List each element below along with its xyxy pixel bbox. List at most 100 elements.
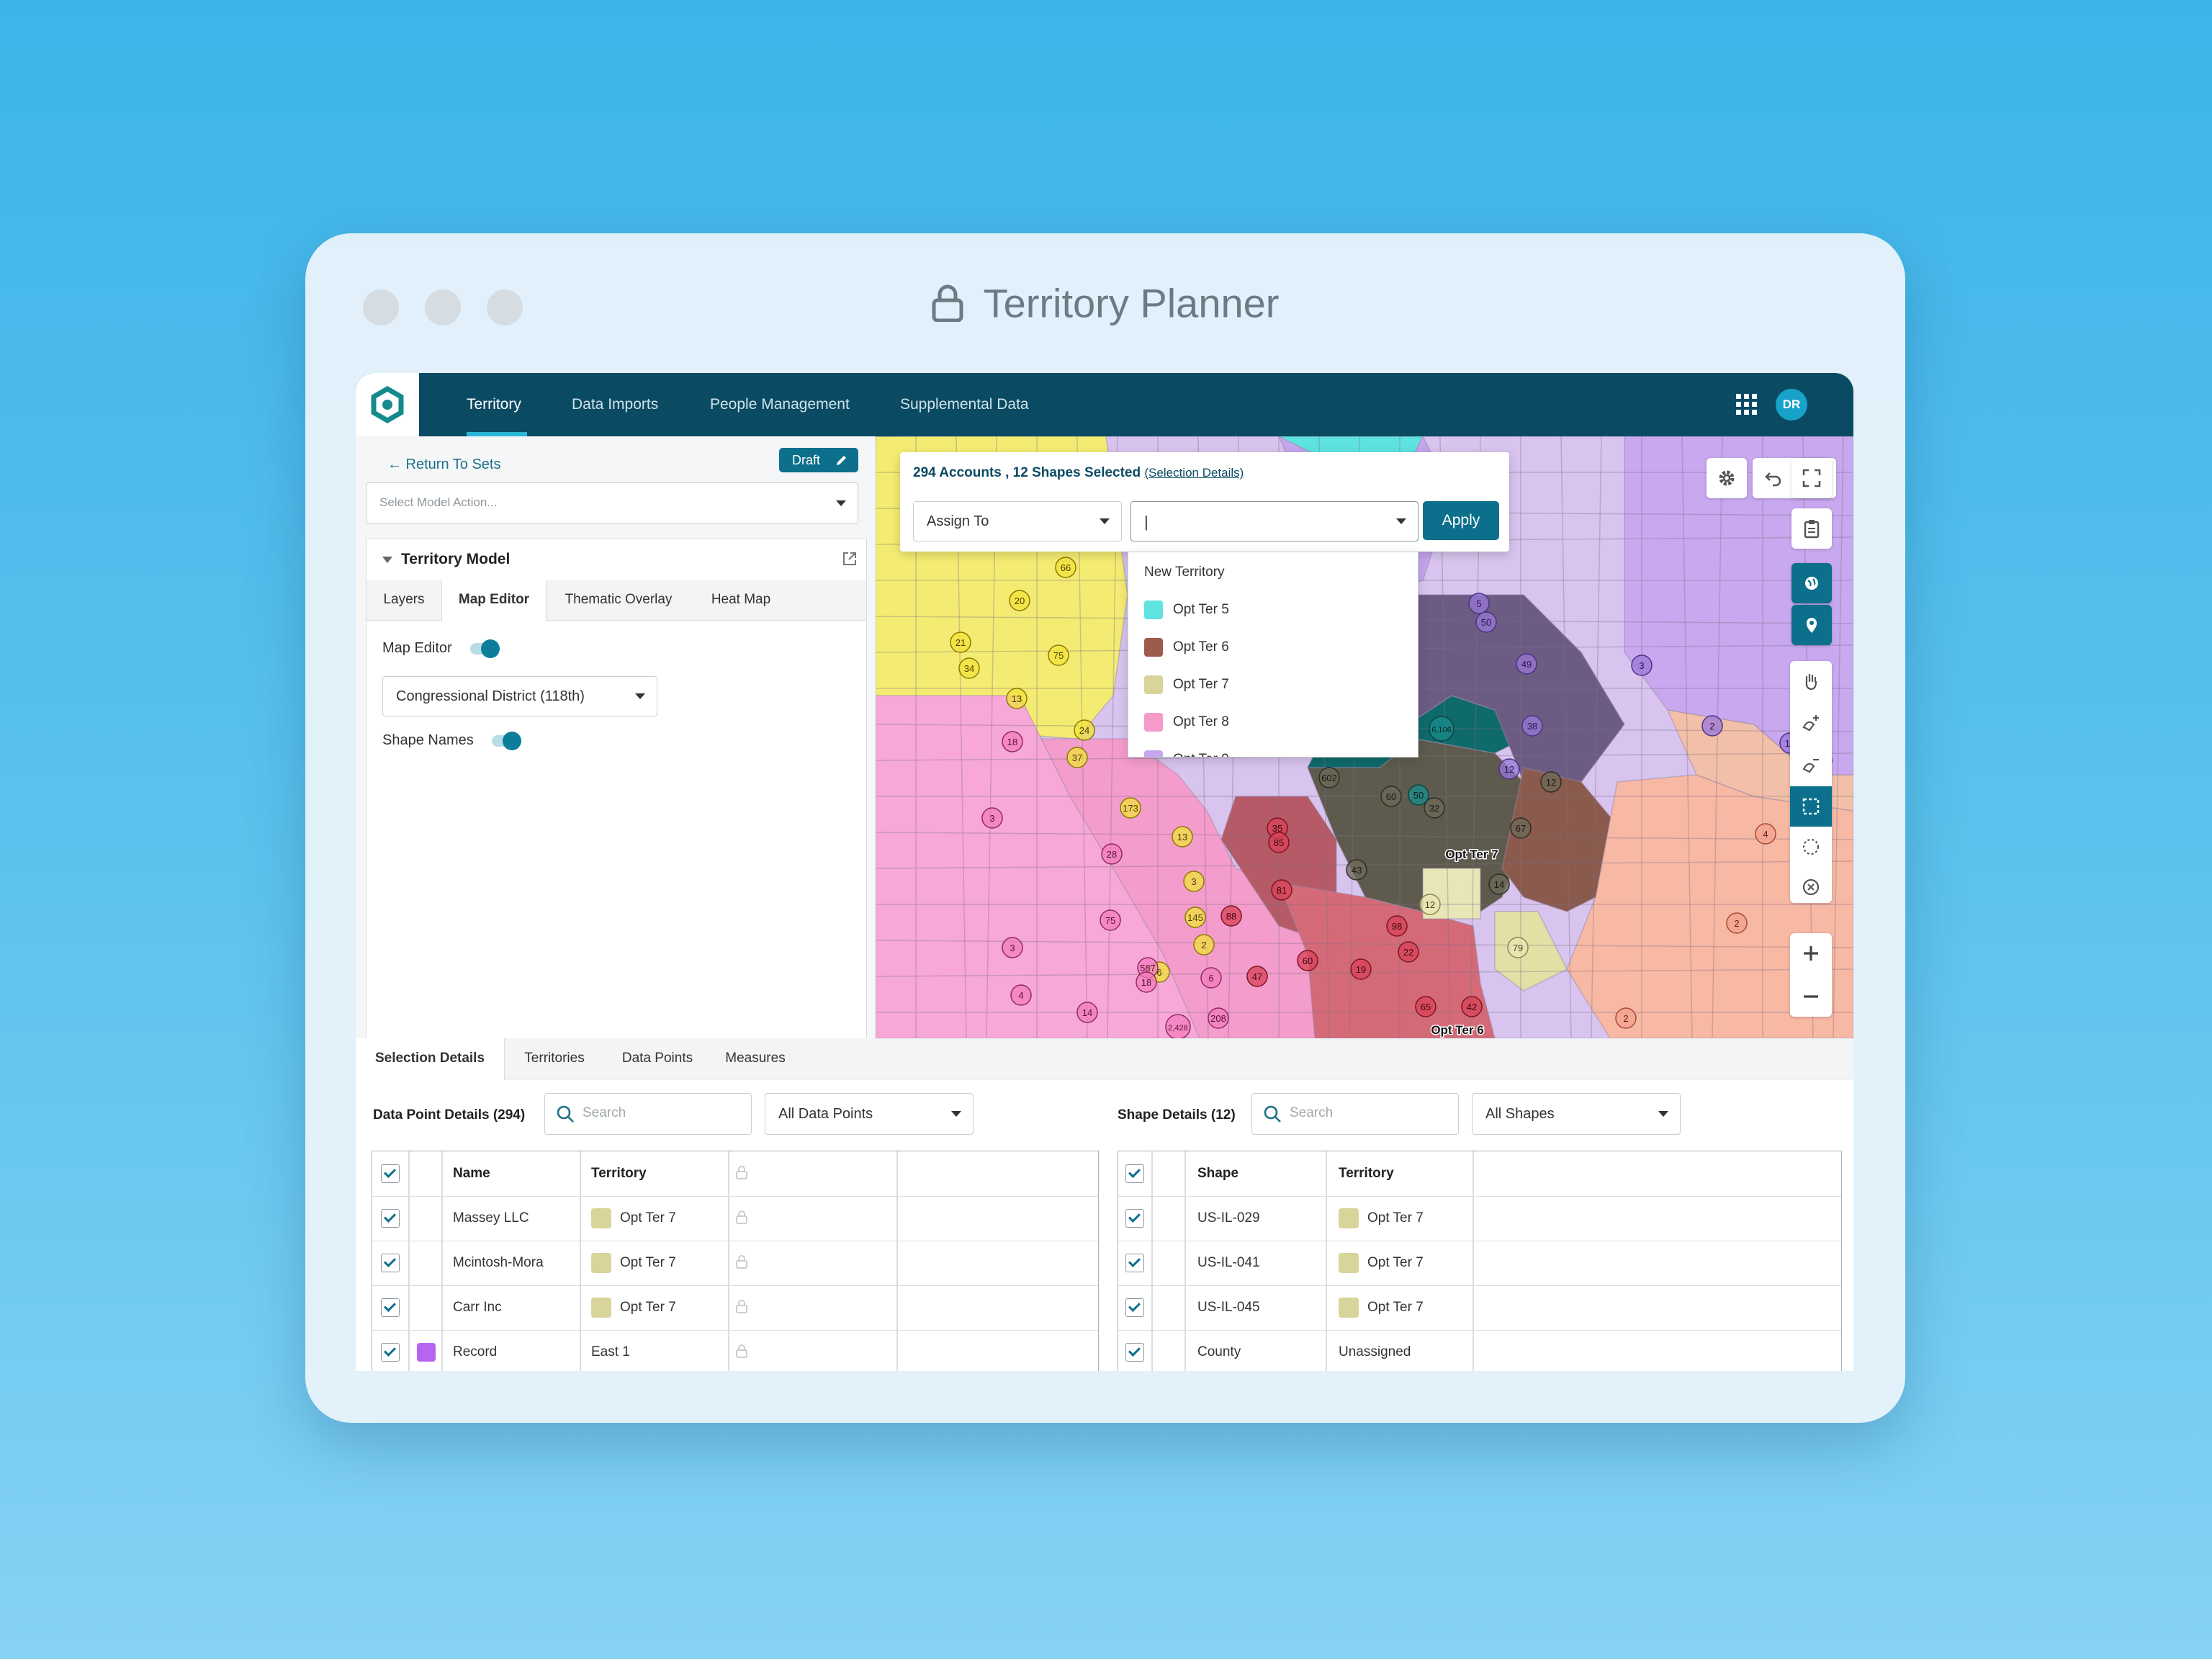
map-marker[interactable]: 3 [981,807,1003,829]
nav-people-management[interactable]: People Management [710,396,850,413]
assign-to-select[interactable]: Assign To [913,501,1122,541]
map-marker[interactable]: 4 [1010,984,1032,1006]
map-marker[interactable]: 49 [1516,653,1537,675]
map-marker[interactable]: 66 [1055,557,1076,578]
tab-territories[interactable]: Territories [524,1051,585,1066]
map-marker[interactable]: 3 [1183,871,1205,892]
map-marker[interactable]: 13 [1006,688,1028,709]
collapse-caret-icon[interactable] [382,557,392,564]
lasso-select-icon[interactable] [1801,837,1821,857]
tab-data-points[interactable]: Data Points [621,1051,693,1066]
territory-option[interactable]: Opt Ter 7 [1144,675,1229,695]
map-marker[interactable]: 60 [1297,950,1318,971]
shape-search-input[interactable]: Search [1251,1093,1459,1135]
zoom-out-icon[interactable] [1801,986,1821,1007]
row-checkbox[interactable] [381,1254,400,1272]
map-marker[interactable]: 14 [1076,1002,1098,1023]
map-marker[interactable]: 81 [1271,879,1292,901]
map-marker[interactable]: 38 [1521,715,1543,737]
tab-layers[interactable]: Layers [383,592,425,607]
map-marker[interactable]: 12 [1540,771,1562,793]
map-marker[interactable]: 18 [1136,971,1157,993]
territory-option[interactable]: Opt Ter 8 [1144,712,1229,732]
table-row[interactable]: Mcintosh-Mora Opt Ter 7 [372,1241,1098,1286]
column-header-territory[interactable]: Territory [1339,1166,1394,1181]
row-checkbox[interactable] [1125,1254,1144,1272]
row-checkbox[interactable] [1125,1298,1144,1317]
map-editor-toggle[interactable] [470,639,500,658]
map-marker[interactable]: 67 [1510,817,1532,839]
data-point-search-input[interactable]: Search [544,1093,752,1135]
tab-thematic-overlay[interactable]: Thematic Overlay [565,592,673,607]
apply-button[interactable]: Apply [1423,501,1499,540]
rectangle-select-tool[interactable] [1790,786,1832,827]
selection-details-link[interactable]: (Selection Details) [1144,466,1244,480]
map-marker[interactable]: 6,106 [1429,716,1455,742]
draft-button[interactable]: Draft [779,448,858,472]
territory-option[interactable]: Opt Ter 5 [1144,600,1229,620]
map-marker[interactable]: 43 [1346,859,1367,881]
row-checkbox[interactable] [1125,1209,1144,1228]
shape-names-toggle[interactable] [492,732,521,750]
map-marker[interactable]: 75 [1100,909,1121,931]
map-marker[interactable]: 2 [1193,934,1215,956]
fullscreen-button[interactable] [1791,458,1832,498]
map-marker[interactable]: 21 [950,631,971,653]
territory-combobox[interactable]: | [1130,501,1419,541]
remove-shape-icon[interactable] [1801,755,1821,775]
map-marker[interactable]: 3 [1631,655,1653,676]
location-pin-button[interactable] [1791,605,1832,645]
nav-data-imports[interactable]: Data Imports [572,396,659,413]
column-header-name[interactable]: Name [453,1166,490,1181]
return-to-sets-link[interactable]: ← Return To Sets [387,457,501,472]
map-marker[interactable]: 20 [1009,590,1030,611]
map-marker[interactable]: 75 [1048,644,1069,666]
territory-model-header[interactable]: Territory Model [367,539,866,580]
territory-map[interactable]: 66 20 75 21 34 13 24 37 173 13 3 145 2 6 18 3 28 75 3 4 14 58… [876,436,1853,1038]
table-row[interactable]: Carr Inc Opt Ter 7 [372,1285,1098,1331]
row-checkbox[interactable] [381,1298,400,1317]
territory-option[interactable]: Opt Ter 9 [1144,750,1229,757]
map-marker[interactable]: 3 [1002,937,1023,958]
tab-measures[interactable]: Measures [725,1051,786,1066]
map-marker[interactable]: 50 [1475,611,1497,633]
tab-heat-map[interactable]: Heat Map [711,592,771,607]
map-marker[interactable]: 14 [1488,873,1510,895]
window-close-dot[interactable] [363,289,399,325]
district-select[interactable]: Congressional District (118th) [382,676,657,716]
map-marker[interactable]: 24 [1074,719,1095,741]
map-marker[interactable]: 50 [1408,784,1429,806]
select-all-checkbox[interactable] [381,1164,400,1183]
external-link-icon[interactable] [842,551,858,567]
undo-icon[interactable] [1764,469,1783,487]
map-marker[interactable]: 145 [1184,907,1206,928]
table-row[interactable]: US-IL-029 Opt Ter 7 [1118,1196,1841,1241]
map-marker[interactable]: 32 [1424,797,1445,819]
map-marker[interactable]: 2 [1701,715,1723,737]
map-marker[interactable]: 60 [1380,786,1402,807]
map-marker[interactable]: 42 [1461,996,1483,1017]
table-row[interactable]: County Unassigned [1118,1330,1841,1371]
nav-territory[interactable]: Territory [467,373,527,436]
map-marker[interactable]: 2 [1726,912,1748,934]
map-marker[interactable]: 18 [1002,731,1023,752]
lock-icon[interactable] [735,1300,748,1314]
map-marker[interactable]: 28 [1101,843,1123,865]
map-marker[interactable]: 12 [1498,758,1520,780]
map-marker[interactable]: 98 [1386,915,1408,937]
user-avatar[interactable]: DR [1776,389,1807,421]
zoom-in-icon[interactable] [1801,943,1821,963]
row-checkbox[interactable] [381,1343,400,1362]
map-marker[interactable]: 13 [1172,826,1193,848]
tab-selection-details[interactable]: Selection Details [356,1038,505,1080]
map-marker[interactable]: 85 [1268,832,1290,853]
map-marker[interactable]: 37 [1066,747,1088,768]
column-header-territory[interactable]: Territory [591,1166,647,1181]
row-checkbox[interactable] [381,1209,400,1228]
map-marker[interactable]: 208 [1208,1007,1229,1029]
map-marker[interactable]: 4 [1755,823,1776,845]
row-checkbox[interactable] [1125,1343,1144,1362]
column-header-shape[interactable]: Shape [1197,1166,1239,1181]
settings-button[interactable] [1707,458,1747,498]
apps-grid-icon[interactable] [1735,393,1758,416]
